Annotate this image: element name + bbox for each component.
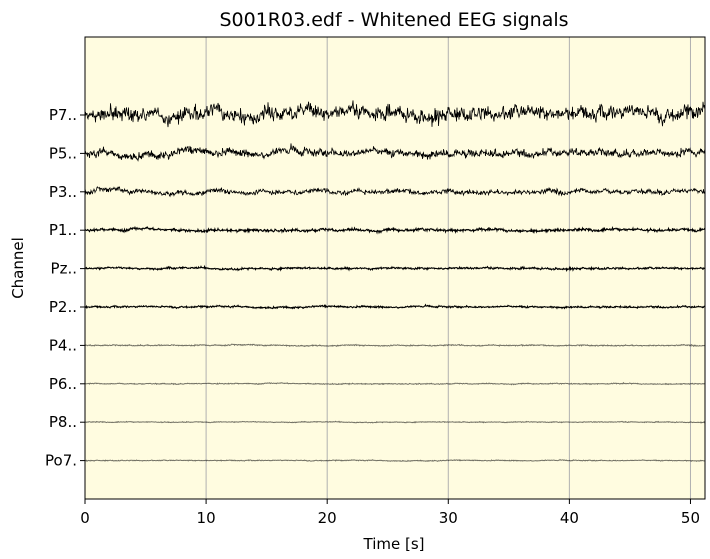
y-tick-label: P8.. bbox=[49, 413, 77, 431]
y-tick-label: P5.. bbox=[49, 144, 77, 162]
x-tick-label: 0 bbox=[80, 509, 90, 527]
eeg-trace-p6 bbox=[84, 381, 706, 386]
y-tick-label: Po7. bbox=[45, 452, 77, 470]
eeg-traces bbox=[84, 100, 706, 463]
y-tick-label: P2.. bbox=[49, 298, 77, 316]
x-axis-label: Time [s] bbox=[363, 535, 425, 553]
eeg-trace-p8 bbox=[84, 420, 706, 424]
x-axis: 0 10 20 30 40 50 bbox=[80, 499, 700, 527]
plot-frame bbox=[84, 36, 706, 500]
y-tick-label: P1.. bbox=[49, 221, 77, 239]
eeg-trace-p4 bbox=[84, 343, 706, 348]
eeg-trace-pz bbox=[84, 264, 706, 273]
y-tick-label: P7.. bbox=[49, 106, 77, 124]
y-axis-label: Channel bbox=[9, 237, 27, 299]
x-tick-label: 50 bbox=[681, 509, 700, 527]
eeg-trace-p5 bbox=[84, 143, 706, 162]
eeg-trace-p7 bbox=[84, 100, 706, 128]
x-tick-label: 10 bbox=[197, 509, 216, 527]
y-tick-label: P3.. bbox=[49, 183, 77, 201]
eeg-trace-p1 bbox=[84, 225, 706, 235]
eeg-trace-p3 bbox=[84, 186, 706, 198]
y-axis: P7.. P5.. P3.. P1.. Pz.. P2.. P4.. P6.. P8.. Po7. bbox=[45, 106, 85, 470]
x-tick-label: 30 bbox=[439, 509, 458, 527]
y-tick-label: P6.. bbox=[49, 375, 77, 393]
x-tick-label: 20 bbox=[318, 509, 337, 527]
chart-title: S001R03.edf - Whitened EEG signals bbox=[219, 9, 568, 31]
y-tick-label: P4.. bbox=[49, 336, 77, 354]
eeg-trace-po7 bbox=[84, 458, 706, 463]
eeg-trace-p2 bbox=[84, 303, 706, 310]
y-tick-label: Pz.. bbox=[51, 260, 77, 278]
x-tick-label: 40 bbox=[560, 509, 579, 527]
